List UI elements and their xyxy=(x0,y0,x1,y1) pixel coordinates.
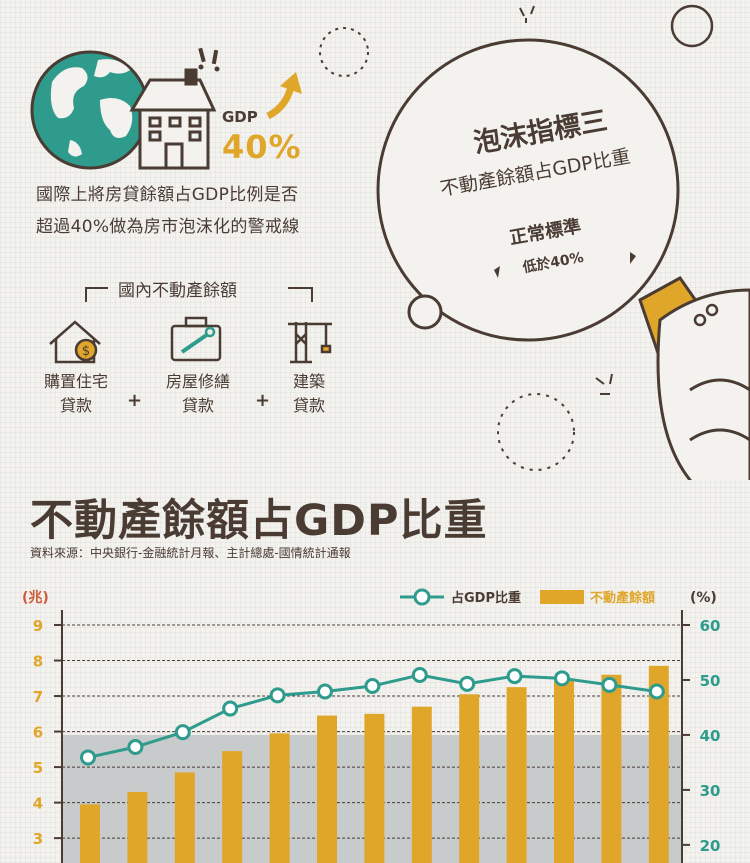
line-point xyxy=(459,675,476,692)
right-tick-label: 50 xyxy=(700,672,721,690)
bubble-level-markers xyxy=(494,252,636,278)
plus-sign-2: + xyxy=(255,390,271,411)
house-icon xyxy=(129,68,217,170)
line-point xyxy=(601,676,618,693)
bar xyxy=(269,733,290,863)
bar xyxy=(411,706,432,863)
svg-text:$: $ xyxy=(82,344,90,359)
item-construction-loan-line2: 貸款 xyxy=(292,396,325,415)
legend-line-label: 占GDP比重 xyxy=(451,590,521,606)
left-tick-label: 7 xyxy=(33,688,43,706)
chart: 9 8 7 6 5 4 3 60 50 40 30 20 (兆) (%) 占GDP比重 不動產餘額 xyxy=(22,588,721,863)
bar xyxy=(364,713,385,863)
bar xyxy=(459,694,480,863)
up-arrow-icon xyxy=(266,72,302,120)
domestic-title: 國內不動產餘額 xyxy=(118,281,237,301)
crane-icon xyxy=(288,322,332,364)
bar xyxy=(174,772,195,863)
bar xyxy=(222,751,243,863)
line-point xyxy=(80,749,96,766)
bar xyxy=(601,674,622,863)
left-tick-label: 8 xyxy=(33,653,43,671)
legend-bar-label: 不動產餘額 xyxy=(590,590,655,606)
domestic-bracket xyxy=(85,287,313,302)
line-point xyxy=(174,724,191,741)
right-tick-label: 20 xyxy=(700,837,721,855)
item-home-loan-line2: 貸款 xyxy=(59,396,92,415)
left-tick-label: 6 xyxy=(33,724,43,742)
magnifier-icon xyxy=(376,38,750,480)
line-point xyxy=(554,670,570,687)
toolbox-wrench-icon xyxy=(170,316,222,362)
line-point xyxy=(222,700,239,717)
line-point xyxy=(317,683,333,700)
left-tick-label: 3 xyxy=(33,830,43,848)
chart-source: 資料來源：中央銀行-金融統計月報、主計總處-國情統計通報 xyxy=(30,546,351,560)
exclamation-icon xyxy=(198,47,220,72)
house-loan-icon: $ xyxy=(49,320,101,364)
item-home-loan-line1: 購置住宅 xyxy=(43,372,108,391)
intro-line-2: 超過40%做為房市泡沫化的警戒線 xyxy=(36,217,300,237)
legend-line-marker xyxy=(413,588,431,606)
item-repair-loan: 房屋修繕 貸款 xyxy=(152,370,244,418)
intro-line-1: 國際上將房貸餘額占GDP比例是否 xyxy=(36,185,299,205)
item-construction-loan-line1: 建築 xyxy=(292,372,325,391)
right-tick-label: 60 xyxy=(700,617,721,635)
gdp-label: GDP xyxy=(222,108,258,126)
item-home-loan: 購置住宅 貸款 xyxy=(36,370,116,418)
right-tick-label: 30 xyxy=(700,782,721,800)
item-repair-loan-line1: 房屋修繕 xyxy=(165,372,230,391)
line-point xyxy=(506,668,523,685)
gdp-value: 40% xyxy=(222,128,302,166)
left-tick-label: 9 xyxy=(33,617,43,635)
left-unit: (兆) xyxy=(22,590,49,606)
bubble-decoration xyxy=(319,4,714,471)
line-point xyxy=(648,683,665,700)
globe-icon xyxy=(30,50,150,170)
right-tick-label: 40 xyxy=(700,727,721,745)
legend-bar-swatch xyxy=(540,590,584,604)
illustration-layer: $ xyxy=(30,4,750,480)
left-tick-label: 4 xyxy=(33,795,43,813)
bar xyxy=(317,715,337,863)
bar xyxy=(506,687,527,863)
bar xyxy=(127,791,148,863)
bar xyxy=(648,665,669,863)
right-unit: (%) xyxy=(690,590,717,606)
chart-title: 不動產餘額占GDP比重 xyxy=(30,496,488,546)
bar xyxy=(554,680,574,863)
legend: 占GDP比重 不動產餘額 xyxy=(400,588,655,606)
line-point xyxy=(364,678,381,695)
item-construction-loan: 建築 貸款 xyxy=(274,370,344,418)
left-tick-label: 5 xyxy=(33,759,43,777)
item-repair-loan-line2: 貸款 xyxy=(181,396,214,415)
line-point xyxy=(127,739,144,756)
line-point xyxy=(411,667,428,684)
plus-sign-1: + xyxy=(127,390,143,411)
line-point xyxy=(269,687,286,704)
bar xyxy=(80,804,100,863)
